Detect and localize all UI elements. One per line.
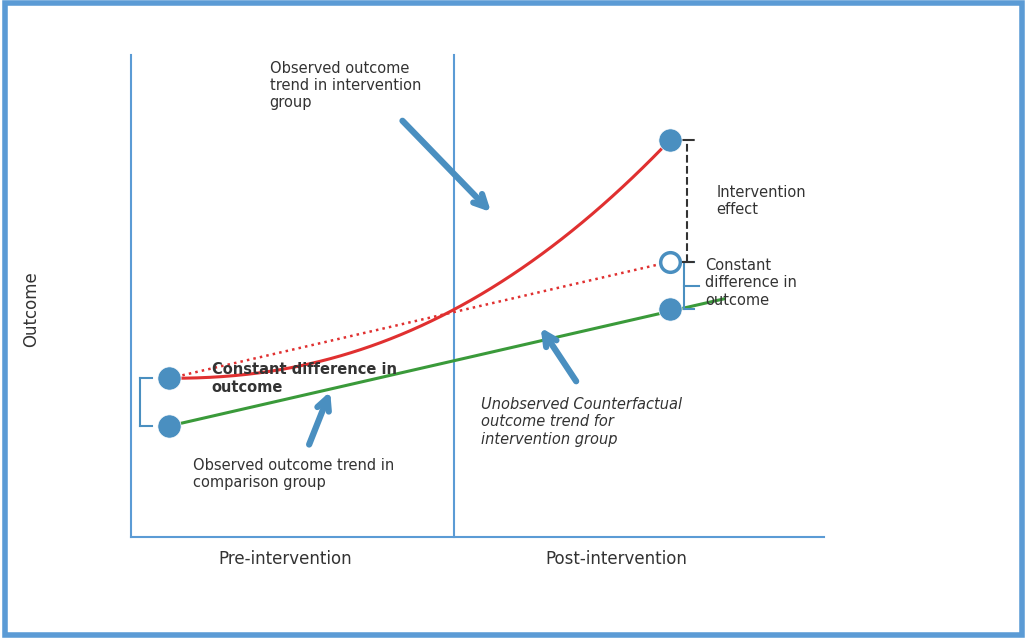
Text: Intervention
effect: Intervention effect bbox=[717, 184, 806, 217]
Text: Constant
difference in
outcome: Constant difference in outcome bbox=[705, 258, 797, 308]
Text: Observed outcome
trend in intervention
group: Observed outcome trend in intervention g… bbox=[269, 61, 421, 110]
Text: Post-intervention: Post-intervention bbox=[545, 550, 687, 568]
Text: Unobserved Counterfactual
outcome trend for
intervention group: Unobserved Counterfactual outcome trend … bbox=[482, 397, 683, 447]
Point bbox=[161, 373, 178, 383]
Text: Outcome: Outcome bbox=[22, 272, 40, 347]
Point bbox=[161, 421, 178, 431]
Point bbox=[661, 256, 678, 267]
Text: Pre-intervention: Pre-intervention bbox=[218, 550, 352, 568]
Text: Observed outcome trend in
comparison group: Observed outcome trend in comparison gro… bbox=[193, 457, 393, 490]
Point bbox=[661, 135, 678, 145]
Point bbox=[661, 304, 678, 315]
Text: Constant difference in
outcome: Constant difference in outcome bbox=[212, 362, 396, 395]
